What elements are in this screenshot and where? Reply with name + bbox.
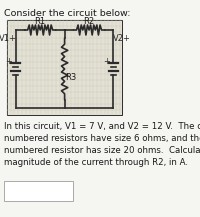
FancyBboxPatch shape [4, 181, 73, 201]
Text: R1: R1 [35, 16, 46, 26]
Text: +: + [103, 56, 110, 66]
Text: Consider the circuit below:: Consider the circuit below: [4, 8, 131, 18]
Text: V2+: V2+ [113, 34, 131, 43]
Text: V1+: V1+ [0, 34, 17, 43]
FancyBboxPatch shape [7, 20, 122, 115]
Text: In this circuit, V1 = 7 V, and V2 = 12 V.  The odd
numbered resistors have size : In this circuit, V1 = 7 V, and V2 = 12 V… [4, 122, 200, 168]
Text: +: + [5, 56, 12, 66]
Text: R2: R2 [83, 16, 95, 26]
Text: R3: R3 [65, 72, 77, 82]
